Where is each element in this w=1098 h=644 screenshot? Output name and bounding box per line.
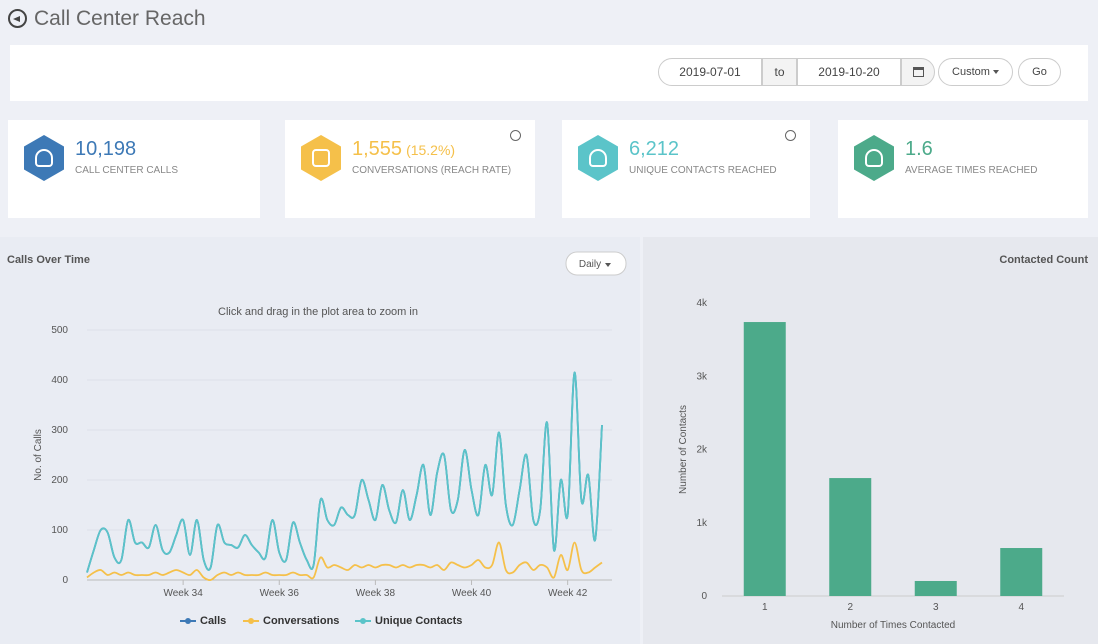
kpi-icon xyxy=(24,135,64,181)
kpi-label: AVERAGE TIMES REACHED xyxy=(905,165,1038,176)
kpi-value: 10,198 xyxy=(75,138,136,161)
kpi-number: 6,212 xyxy=(629,138,680,160)
x-tick-label: Week 36 xyxy=(260,588,300,599)
legend-label: Calls xyxy=(200,615,226,627)
kpi-extra: (15.2%) xyxy=(406,142,456,158)
calendar-button[interactable] xyxy=(901,58,935,86)
legend-marker xyxy=(185,618,191,624)
x-tick-label: Week 34 xyxy=(163,588,203,599)
y-tick-label: 0 xyxy=(701,591,707,602)
charts: Calls Over Time Daily Click and drag in th… xyxy=(0,237,1098,644)
x-tick-label: 1 xyxy=(762,602,768,613)
date-to-label: to xyxy=(762,58,797,86)
help-icon xyxy=(785,130,796,141)
help-icon xyxy=(510,130,521,141)
date-to[interactable]: 2019-10-20 xyxy=(797,58,901,86)
icon-glyph xyxy=(589,149,607,167)
caret xyxy=(605,263,611,267)
kpi-value: 1,555 (15.2%) xyxy=(352,138,455,161)
icon-glyph xyxy=(35,149,53,167)
chart-title: Calls Over Time xyxy=(7,254,90,266)
calendar-icon xyxy=(912,67,924,77)
go-button[interactable]: Go xyxy=(1018,58,1061,86)
kpi-number: 1.6 xyxy=(905,138,933,160)
kpi-label: UNIQUE CONTACTS REACHED xyxy=(629,165,777,176)
x-tick-label: 3 xyxy=(933,602,939,613)
y-tick-label: 1k xyxy=(696,518,708,529)
y-axis-label: Number of Contacts xyxy=(678,405,689,494)
dropdown-label: Daily xyxy=(579,259,601,270)
y-tick-label: 100 xyxy=(51,525,68,536)
kpi-value: 6,212 xyxy=(629,138,679,161)
y-tick-label: 4k xyxy=(696,298,708,309)
line-series xyxy=(86,371,603,573)
y-axis-label: No. of Calls xyxy=(33,429,44,481)
chart-title: Contacted Count xyxy=(999,254,1088,266)
icon-glyph xyxy=(865,149,883,167)
legend-label: Unique Contacts xyxy=(375,615,462,627)
chart-subtitle: Click and drag in the plot area to zoom … xyxy=(218,306,418,318)
x-tick-label: 2 xyxy=(847,602,853,613)
x-tick-label: Week 40 xyxy=(452,588,492,599)
kpi-icon xyxy=(854,135,894,181)
y-tick-label: 500 xyxy=(51,325,68,336)
bar xyxy=(914,580,957,596)
legend-marker xyxy=(360,618,366,624)
x-tick-label: Week 38 xyxy=(356,588,396,599)
legend-marker xyxy=(248,618,254,624)
kpi-number: 10,198 xyxy=(75,138,137,160)
interval-dropdown[interactable] xyxy=(565,251,627,276)
legend-label: Conversations xyxy=(263,615,339,627)
kpi-icon xyxy=(578,135,618,181)
kpi-value: 1.6 xyxy=(905,138,933,161)
date-from[interactable]: 2019-07-01 xyxy=(658,58,762,86)
x-axis-label: Number of Times Contacted xyxy=(831,620,956,631)
bar xyxy=(1000,548,1043,596)
left-panel xyxy=(0,237,640,644)
line-series xyxy=(86,541,603,581)
bar xyxy=(743,322,786,596)
y-tick-label: 300 xyxy=(51,425,68,436)
y-tick-label: 2k xyxy=(696,445,708,456)
kpi-card: 10,198 CALL CENTER CALLS xyxy=(8,120,260,218)
x-tick-label: Week 42 xyxy=(548,588,588,599)
range-dropdown[interactable]: Custom xyxy=(938,58,1013,86)
y-tick-label: 3k xyxy=(696,371,708,382)
y-tick-label: 0 xyxy=(62,575,68,586)
page-title: Call Center Reach xyxy=(34,7,206,30)
kpi-card: 1.6 AVERAGE TIMES REACHED xyxy=(838,120,1088,218)
icon-glyph xyxy=(312,149,330,167)
kpi-number: 1,555 xyxy=(352,138,403,160)
kpi-icon xyxy=(301,135,341,181)
kpi-label: CALL CENTER CALLS xyxy=(75,165,178,176)
kpi-label: CONVERSATIONS (REACH RATE) xyxy=(352,165,512,176)
kpi-card: 6,212 UNIQUE CONTACTS REACHED xyxy=(562,120,810,218)
kpi-card: 1,555 (15.2%) CONVERSATIONS (REACH RATE) xyxy=(285,120,535,218)
bar xyxy=(829,478,872,596)
x-tick-label: 4 xyxy=(1018,602,1024,613)
back-button[interactable] xyxy=(8,9,27,28)
y-tick-label: 200 xyxy=(51,475,68,486)
y-tick-label: 400 xyxy=(51,375,68,386)
caret xyxy=(992,70,999,74)
range-label: Custom xyxy=(952,66,990,78)
